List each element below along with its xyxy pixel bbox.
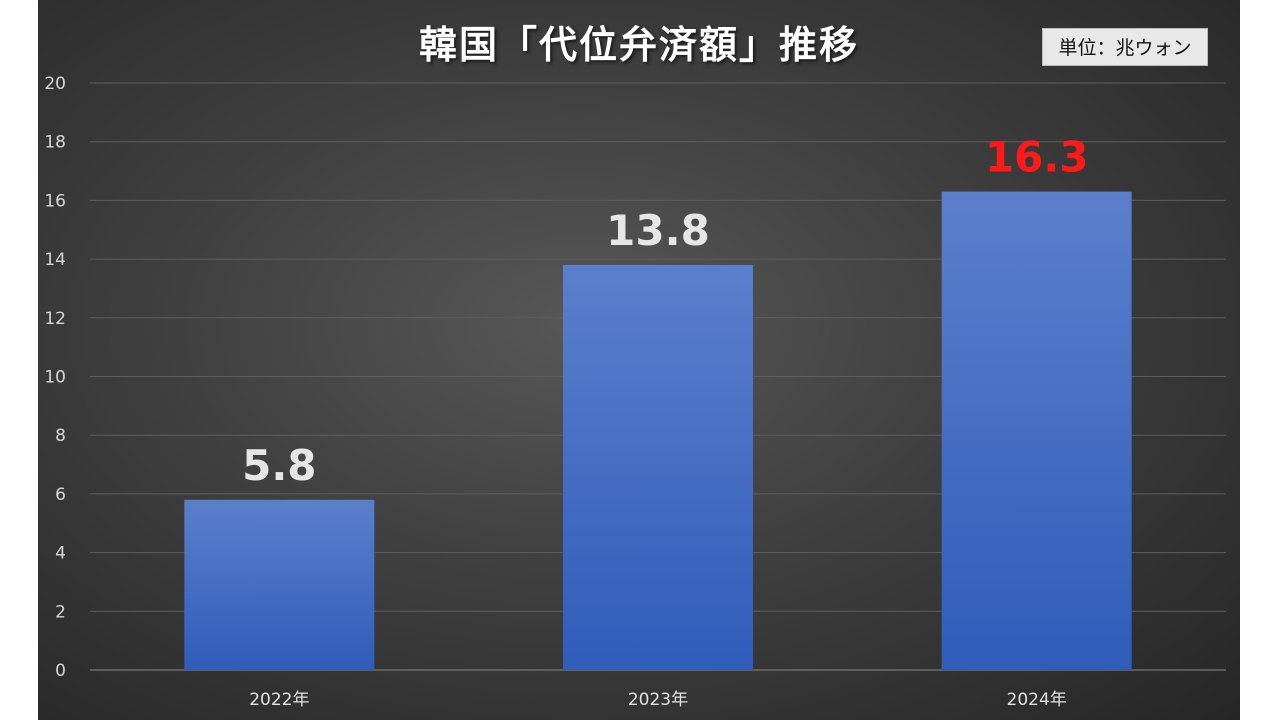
- y-tick-label: 14: [44, 250, 66, 270]
- y-tick-label: 2: [55, 602, 66, 622]
- y-tick-label: 12: [44, 309, 66, 329]
- bar-2023年: [563, 264, 753, 670]
- x-category-label: 2024年: [1007, 690, 1067, 710]
- y-tick-label: 10: [44, 368, 66, 388]
- unit-badge: 単位：兆ウォン: [1042, 28, 1208, 66]
- bar-chart: 0 2 4 6 8 10 12 14 16 18 20 5.8 13.8 16.3 2022年 2023年…: [44, 74, 1226, 710]
- bars: [184, 191, 1132, 670]
- chart-panel: 韓国「代位弁済額」推移 単位：兆ウォン 0 2 4 6 8 10 12 14 16 18 20 5.…: [38, 0, 1240, 720]
- data-labels: 5.8 13.8 16.3: [242, 133, 1088, 490]
- bar-2022年: [184, 499, 375, 670]
- y-tick-label: 4: [55, 544, 66, 564]
- y-tick-label: 18: [44, 133, 66, 153]
- y-tick-label: 0: [55, 661, 66, 681]
- data-label-2023年: 13.8: [606, 206, 710, 255]
- y-axis-ticks: 0 2 4 6 8 10 12 14 16 18 20: [44, 74, 66, 681]
- y-tick-label: 20: [44, 74, 66, 94]
- data-label-2024年: 16.3: [985, 133, 1089, 182]
- bar-2024年: [941, 191, 1132, 670]
- y-tick-label: 6: [55, 485, 66, 505]
- x-category-label: 2022年: [249, 690, 309, 710]
- y-tick-label: 8: [55, 426, 66, 446]
- data-label-2022年: 5.8: [242, 441, 316, 490]
- y-tick-label: 16: [44, 191, 66, 211]
- x-category-label: 2023年: [628, 690, 688, 710]
- chart-title: 韓国「代位弁済額」推移: [418, 23, 859, 67]
- x-axis-categories: 2022年 2023年 2024年: [249, 690, 1067, 710]
